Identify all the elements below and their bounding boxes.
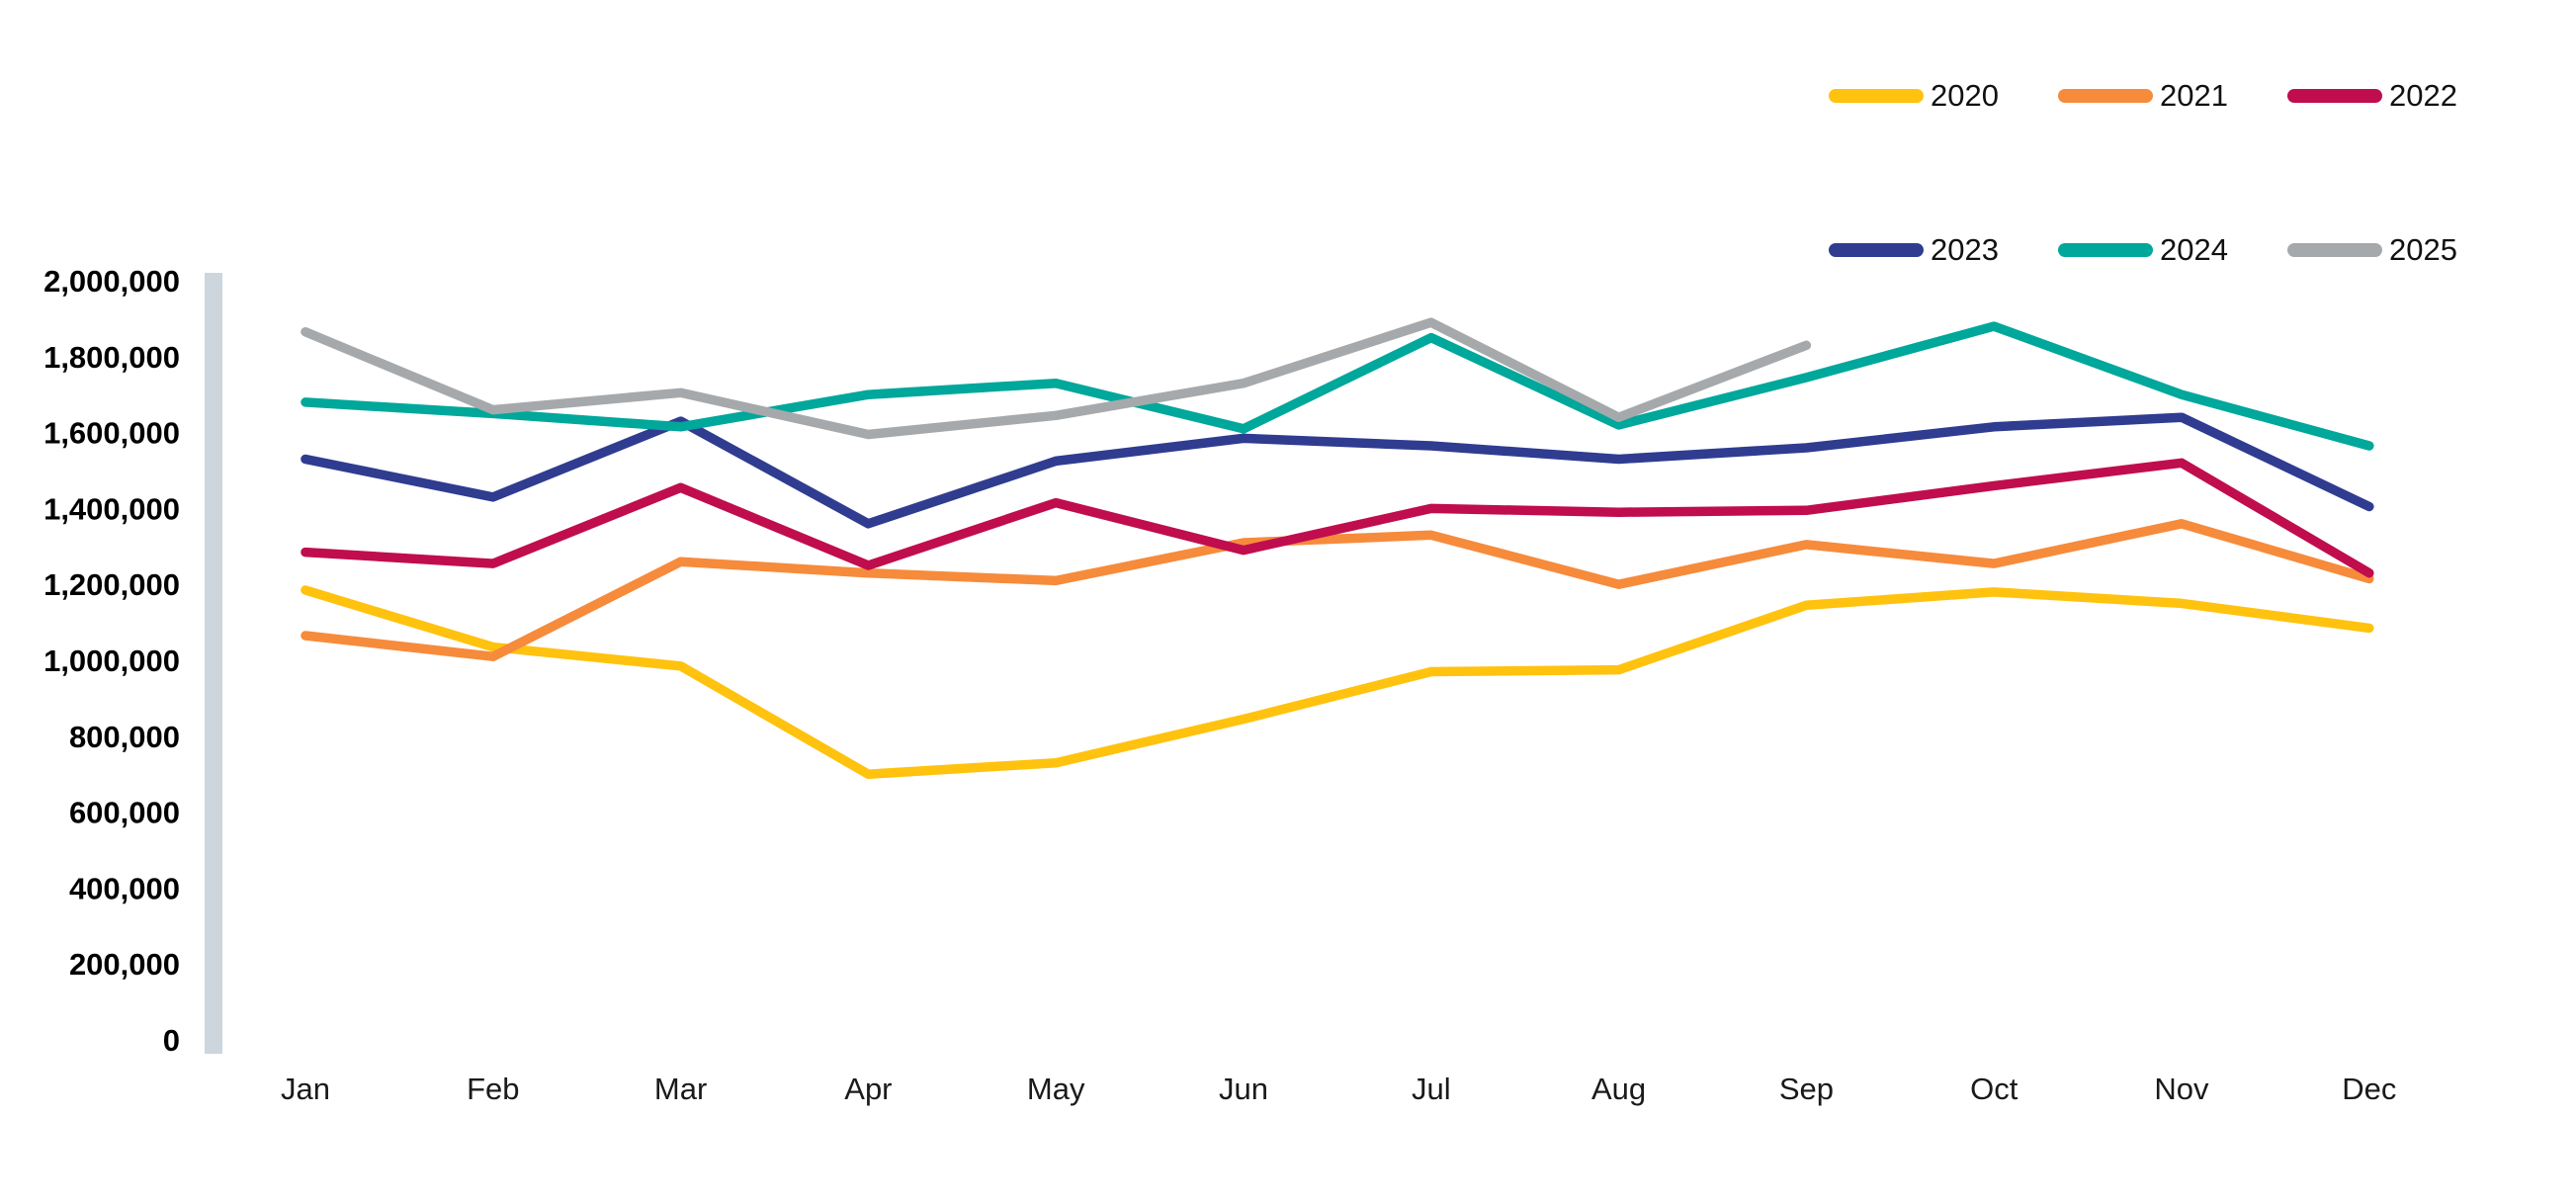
series-line-2024 (301, 321, 2374, 451)
y-axis-tick-label: 400,000 (69, 871, 180, 905)
x-axis-tick-label: May (1027, 1072, 1085, 1106)
x-axis-tick-label: Nov (2154, 1072, 2209, 1106)
legend-label-2024: 2024 (2160, 232, 2228, 267)
x-axis-tick-label: Mar (654, 1072, 707, 1106)
series-line-2023 (301, 412, 2374, 529)
legend-label-2022: 2022 (2389, 78, 2457, 113)
legend-item-2025[interactable]: 2025 (2287, 231, 2517, 269)
legend-swatch-2024 (2058, 243, 2153, 257)
legend-swatch-2023 (1829, 243, 1924, 257)
x-axis-tick-label: Feb (467, 1072, 519, 1106)
legend-label-2021: 2021 (2160, 78, 2228, 113)
legend-item-2020[interactable]: 2020 (1829, 77, 2058, 115)
y-axis-tick-label: 2,000,000 (43, 264, 180, 299)
x-axis-tick-label: Jan (281, 1072, 330, 1106)
series-line-2022 (301, 458, 2374, 578)
series-line-2021 (301, 519, 2374, 661)
chart-legend: 2020 2021 2022 2023 2024 2025 (1829, 77, 2517, 269)
y-axis-tick-label: 600,000 (69, 796, 180, 830)
legend-label-2023: 2023 (1931, 232, 1999, 267)
legend-swatch-2022 (2287, 89, 2382, 103)
y-axis-tick-label: 800,000 (69, 720, 180, 754)
x-axis-tick-label: Apr (844, 1072, 892, 1106)
legend-swatch-2020 (1829, 89, 1924, 103)
legend-swatch-2021 (2058, 89, 2153, 103)
y-axis-tick-label: 200,000 (69, 947, 180, 982)
y-axis-tick-label: 1,600,000 (43, 416, 180, 451)
y-axis-tick-label: 0 (163, 1023, 180, 1058)
y-axis-tick-label: 1,200,000 (43, 567, 180, 602)
y-axis-tick-label: 1,000,000 (43, 644, 180, 678)
x-axis-tick-label: Oct (1970, 1072, 2018, 1106)
legend-label-2025: 2025 (2389, 232, 2457, 267)
y-axis-tick-label: 1,400,000 (43, 491, 180, 526)
legend-item-2022[interactable]: 2022 (2287, 77, 2517, 115)
x-axis-tick-label: Dec (2342, 1072, 2396, 1106)
x-axis-tick-label: Aug (1591, 1072, 1646, 1106)
series-line-2025 (301, 317, 1812, 440)
x-axis-tick-label: Jul (1412, 1072, 1451, 1106)
legend-item-2024[interactable]: 2024 (2058, 231, 2287, 269)
x-axis-tick-label: Jun (1219, 1072, 1268, 1106)
x-axis-tick-label: Sep (1779, 1072, 1834, 1106)
series-line-2020 (301, 585, 2374, 779)
legend-item-2021[interactable]: 2021 (2058, 77, 2287, 115)
legend-item-2023[interactable]: 2023 (1829, 231, 2058, 269)
legend-label-2020: 2020 (1931, 78, 1999, 113)
y-axis-tick-label: 1,800,000 (43, 340, 180, 375)
legend-swatch-2025 (2287, 243, 2382, 257)
y-axis-bar (205, 273, 222, 1054)
